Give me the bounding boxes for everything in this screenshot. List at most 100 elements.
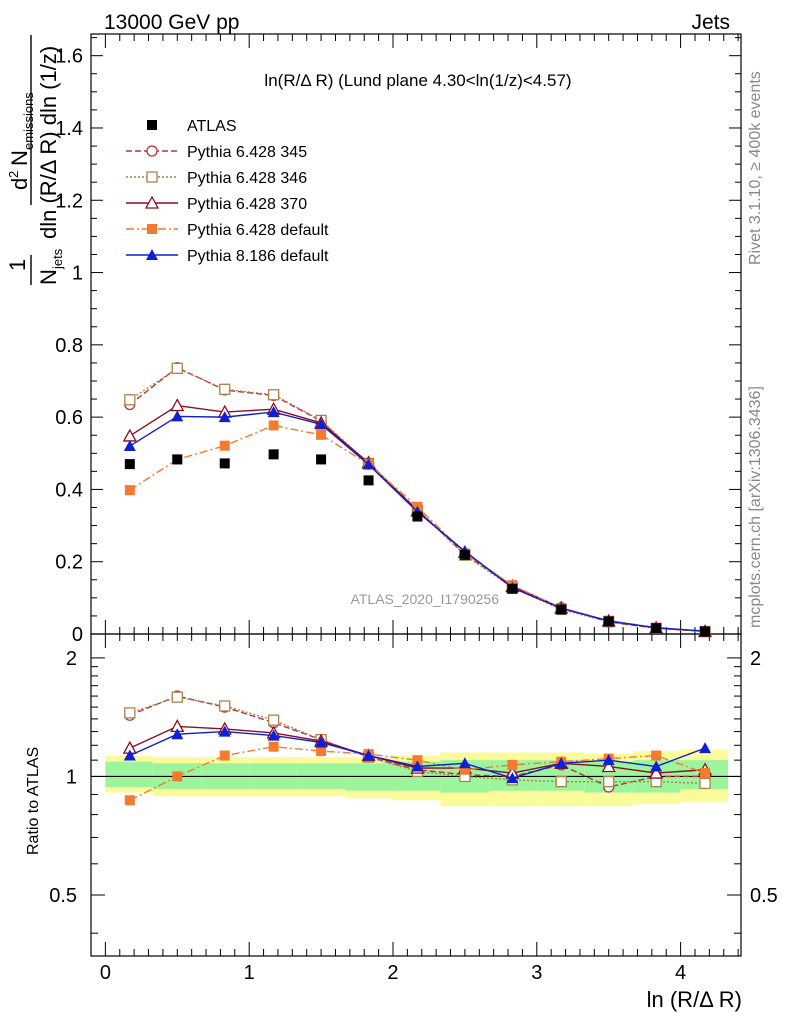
atlas-point [700,626,711,637]
legend-label-atlas: ATLAS [187,118,237,135]
legend-marker-pythia-6-428-370 [144,195,160,209]
x-tick-label: 1 [244,962,255,984]
atlas-point [507,583,518,594]
atlas-point [268,449,279,460]
x-tick-label: 0 [100,962,111,984]
y-tick-label: 0.6 [55,407,83,429]
pythia-8-186-default-ratio-point [218,725,231,737]
ratio-y-tick-label-right: 2 [750,648,761,670]
main-series-group [122,361,713,638]
y-tick-label: 0.8 [55,335,83,357]
atlas-point [363,475,374,486]
ylabel-n2: N [7,150,32,166]
pythia-8-186-default-ratio-point [362,749,375,761]
pythia-6-428-default-ratio-point [268,741,279,752]
y-tick-label: 0.2 [55,552,83,574]
ratio-y-axis-label: Ratio to ATLAS [25,747,42,855]
y-tick-label: 0.4 [55,479,83,501]
atlas-point [603,616,614,627]
pythia-6-428-default-ratio-point [316,746,327,757]
ylabel-d-sup: 2 [6,171,21,178]
analysis-watermark: ATLAS_2020_I1790256 [351,591,500,607]
ylabel-numerator-one: 1 [5,259,30,271]
legend-marker-pythia-6-428-default [147,224,157,234]
pythia-8-186-default-ratio-point [411,760,424,772]
pythia-8-186-default-ratio-point [699,742,712,754]
pythia-8-186-default-point [362,458,375,470]
legend-label-pythia-6-428-370: Pythia 6.428 370 [187,196,307,213]
atlas-point [172,454,183,465]
atlas-point [219,458,230,469]
ratio-axis-ticks: 0 1 2 3 4 0.5 1 2 0.5 2 [49,634,778,984]
atlas-point [556,604,567,615]
pythia-6-428-370-point [122,428,137,442]
pythia-8-186-default-ratio-point [171,728,184,740]
legend-label-pythia-6-428-345: Pythia 6.428 345 [187,144,307,161]
ratio-plot-frame [90,633,742,957]
pythia-6-428-default-ratio-point [507,759,518,770]
pythia-6-428-default-point [219,440,230,451]
pythia-6-428-346-point [171,362,183,374]
legend-label-pythia-6-428-346: Pythia 6.428 346 [187,170,307,187]
pythia-8-186-default-point [123,440,136,452]
pythia-6-428-default-ratio-point [412,755,423,766]
pythia-8-186-default-point [218,411,231,423]
ratio-y-tick-label: 0.5 [49,885,77,907]
ratio-series-group [122,690,713,806]
main-axis-ticks: 0 0.2 0.4 0.6 0.8 1 1.2 1.4 1.6 [55,34,741,646]
band-green [105,761,153,788]
pythia-8-186-default-ratio-point [315,736,328,748]
pythia-6-428-default-point [268,420,279,431]
y-tick-label: 1.6 [55,46,83,68]
pythia-8-186-default-ratio-point [123,749,136,761]
pythia-6-428-346-ratio-point [699,777,711,790]
pythia-6-428-346-ratio-point [603,776,615,788]
pythia-8-186-default-ratio-point [602,754,615,766]
pythia-6-428-370-point [170,398,185,412]
pythia-6-428-default-ratio-point [700,768,711,779]
pythia-6-428-default-point [316,429,327,440]
pythia-6-428-346-ratio-point [267,714,280,726]
legend-label-pythia-6-428-default: Pythia 6.428 default [187,222,329,239]
pythia-6-428-default-ratio-point [219,750,230,761]
legend-marker-pythia-8-186-default [146,249,158,260]
legend-marker-pythia-6-428-345 [146,145,158,157]
atlas-point [412,511,423,522]
pythia-8-186-default-ratio-point [555,757,568,769]
pythia-6-428-default-ratio-point [459,764,470,775]
pythia-8-186-default-point [315,418,328,430]
pythia-6-428-346-point [124,394,136,406]
y-axis-label: 1 N jets dln (R/Δ R) dln (1/z) d 2 N emi… [5,35,65,285]
pythia-8-186-default-point [267,406,280,418]
pythia-6-428-default-ratio-point [124,795,135,806]
header-right: Jets [691,11,730,34]
x-tick-label: 2 [387,962,398,984]
pythia-6-428-346-ratio-point [555,776,567,788]
y-tick-label: 1.2 [55,190,83,212]
pythia-8-186-default-ratio-point [650,760,663,772]
pythia-6-428-370-ratio-point [649,765,664,779]
ylabel-denominator: dln (R/Δ R) dln (1/z) [36,46,61,239]
atlas-point [316,454,327,465]
legend-label-pythia-8-186-default: Pythia 8.186 default [187,248,329,265]
x-tick-label: 3 [531,962,542,984]
x-axis-label: ln (R/Δ R) [647,987,742,1012]
chart-title: ln(R/Δ R) (Lund plane 4.30<ln(1/z)<4.57) [264,71,571,90]
pythia-6-428-346-ratio-point [219,700,231,712]
header-left: 13000 GeV pp [104,11,239,34]
ylabel-jets-sub: jets [50,248,65,270]
pythia-6-428-346-ratio-point [124,707,136,719]
ratio-y-tick-label: 2 [66,648,77,670]
ylabel-d: d [7,178,32,190]
pythia-8-186-default-ratio-point [267,729,280,741]
ylabel-emissions-sub: emissions [21,92,36,150]
y-tick-label: 1 [72,263,83,285]
y-tick-label: 1.4 [55,118,83,140]
pythia-6-428-346-point [267,389,280,401]
pythia-8-186-default-ratio-point [506,772,519,784]
atlas-point [459,549,470,560]
legend-marker-atlas [147,120,157,130]
ratio-y-tick-label: 1 [66,766,77,788]
atlas-point [124,459,135,470]
